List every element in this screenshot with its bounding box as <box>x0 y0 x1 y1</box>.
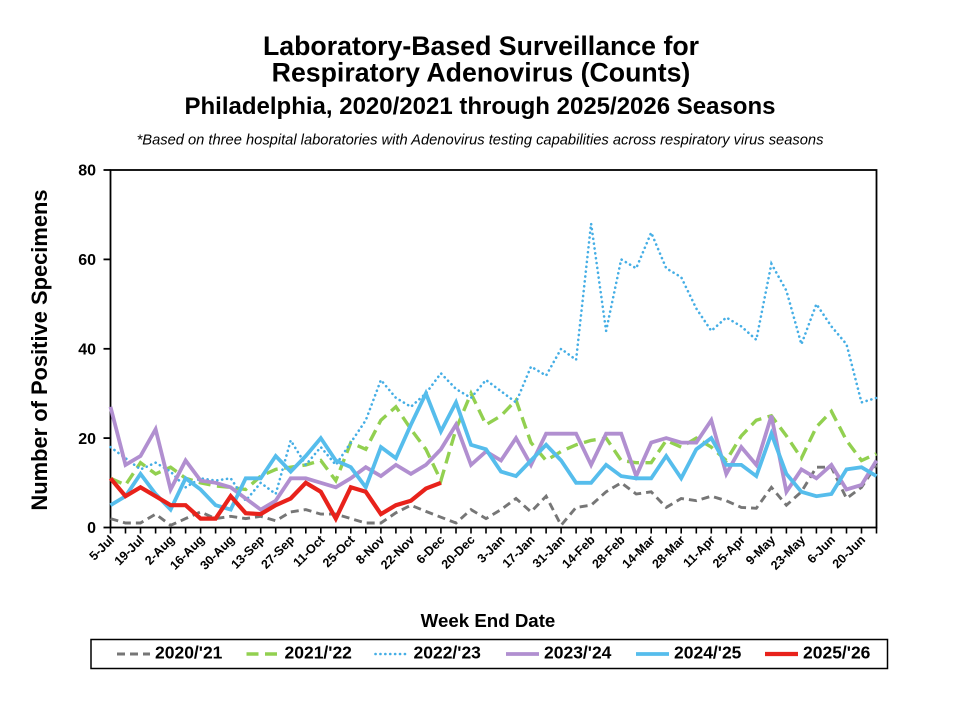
svg-text:22-Nov: 22-Nov <box>378 533 417 572</box>
svg-text:2023/'24: 2023/'24 <box>544 642 612 662</box>
svg-text:23-May: 23-May <box>768 533 808 573</box>
svg-text:25-Oct: 25-Oct <box>320 532 358 570</box>
svg-text:Week End Date: Week End Date <box>421 610 556 631</box>
svg-text:40: 40 <box>78 342 96 359</box>
svg-text:27-Sep: 27-Sep <box>258 532 297 571</box>
svg-text:25-Apr: 25-Apr <box>710 533 748 571</box>
svg-text:20-Jun: 20-Jun <box>830 533 868 571</box>
svg-text:11-Oct: 11-Oct <box>290 532 328 570</box>
svg-text:80: 80 <box>78 163 96 180</box>
svg-text:0: 0 <box>87 520 96 537</box>
svg-text:2021/'22: 2021/'22 <box>285 642 353 662</box>
svg-text:20-Dec: 20-Dec <box>439 533 478 572</box>
svg-text:11-Apr: 11-Apr <box>681 533 719 571</box>
svg-text:Number of Positive Specimens: Number of Positive Specimens <box>27 189 52 510</box>
svg-text:30-Aug: 30-Aug <box>197 533 237 573</box>
svg-text:2020/'21: 2020/'21 <box>155 642 223 662</box>
svg-text:Philadelphia, 2020/2021 throug: Philadelphia, 2020/2021 through 2025/202… <box>185 93 776 120</box>
svg-text:2022/'23: 2022/'23 <box>414 642 482 662</box>
svg-text:2024/'25: 2024/'25 <box>674 642 742 662</box>
svg-text:20: 20 <box>78 431 96 448</box>
svg-text:17-Jan: 17-Jan <box>500 533 538 571</box>
svg-text:2025/'26: 2025/'26 <box>803 642 871 662</box>
svg-text:Laboratory-Based Surveillance: Laboratory-Based Surveillance for <box>263 31 699 61</box>
svg-text:*Based on three hospital labor: *Based on three hospital laboratories wi… <box>137 133 825 149</box>
svg-text:60: 60 <box>78 252 96 269</box>
svg-text:Respiratory Adenovirus (Counts: Respiratory Adenovirus (Counts) <box>272 58 691 88</box>
svg-text:19-Jul: 19-Jul <box>112 533 147 568</box>
svg-text:28-Mar: 28-Mar <box>649 533 687 571</box>
svg-text:14-Mar: 14-Mar <box>619 533 657 571</box>
